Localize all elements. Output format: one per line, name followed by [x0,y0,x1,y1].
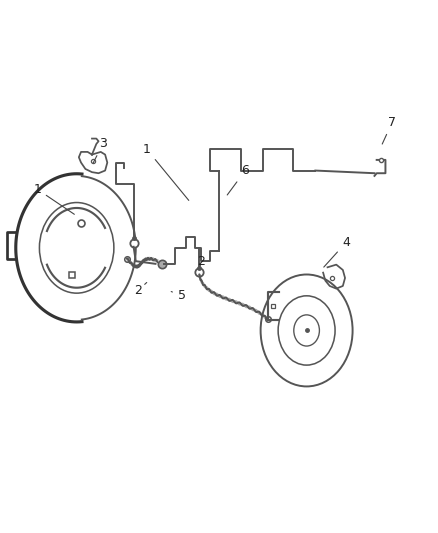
Text: 1: 1 [33,183,74,214]
Text: 6: 6 [227,164,249,195]
Text: 4: 4 [324,236,350,267]
Text: 5: 5 [171,289,186,302]
Text: 2: 2 [134,282,147,297]
Text: 3: 3 [93,138,107,163]
Text: 7: 7 [382,116,396,144]
Text: 2: 2 [198,255,205,268]
Text: 1: 1 [143,143,189,200]
